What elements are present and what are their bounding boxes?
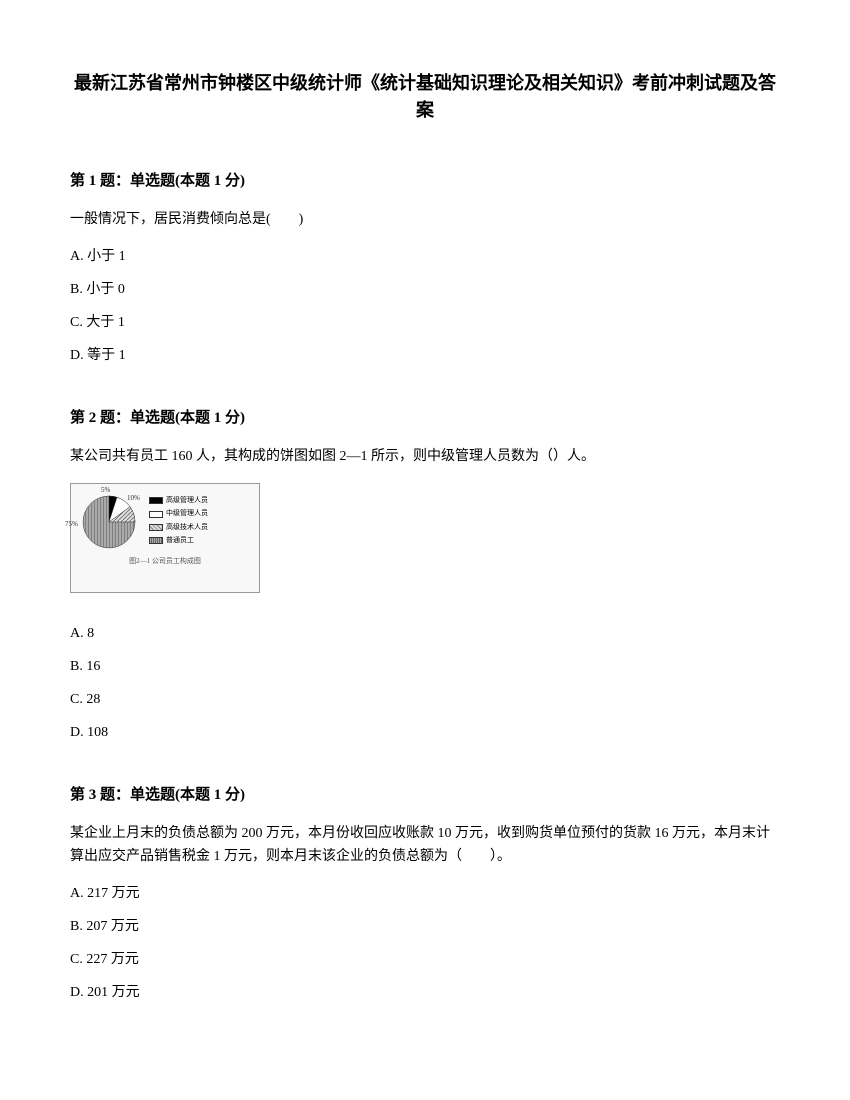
question-1: 第 1 题：单选题(本题 1 分) 一般情况下，居民消费倾向总是( ) A. 小… (70, 169, 780, 366)
question-2-option-b: B. 16 (70, 656, 780, 677)
legend-swatch-1 (149, 497, 163, 504)
legend-item-3: 高级技术人员 (149, 522, 208, 533)
question-2-option-d: D. 108 (70, 722, 780, 743)
question-3-option-b: B. 207 万元 (70, 916, 780, 937)
question-3: 第 3 题：单选题(本题 1 分) 某企业上月末的负债总额为 200 万元，本月… (70, 783, 780, 1004)
question-1-option-b: B. 小于 0 (70, 279, 780, 300)
pie-chart: 75% 5% 10% (79, 492, 139, 552)
question-3-option-c: C. 227 万元 (70, 949, 780, 970)
question-1-header: 第 1 题：单选题(本题 1 分) (70, 169, 780, 190)
legend-label-2: 中级管理人员 (166, 508, 208, 519)
question-1-text: 一般情况下，居民消费倾向总是( ) (70, 208, 780, 232)
legend-item-1: 高级管理人员 (149, 495, 208, 506)
question-3-text: 某企业上月末的负债总额为 200 万元，本月份收回应收账款 10 万元，收到购货… (70, 822, 780, 870)
question-1-option-a: A. 小于 1 (70, 246, 780, 267)
document-title: 最新江苏省常州市钟楼区中级统计师《统计基础知识理论及相关知识》考前冲刺试题及答案 (70, 70, 780, 124)
legend-swatch-3 (149, 524, 163, 531)
question-1-option-c: C. 大于 1 (70, 312, 780, 333)
question-3-option-d: D. 201 万元 (70, 982, 780, 1003)
question-3-header: 第 3 题：单选题(本题 1 分) (70, 783, 780, 804)
question-2-option-a: A. 8 (70, 623, 780, 644)
question-2-header: 第 2 题：单选题(本题 1 分) (70, 406, 780, 427)
legend-item-4: 普通员工 (149, 535, 208, 546)
legend-label-1: 高级管理人员 (166, 495, 208, 506)
pie-chart-figure: 75% 5% 10% 高级管理人员 中级管理人员 高级技术人员 (70, 483, 260, 593)
question-3-option-a: A. 217 万元 (70, 883, 780, 904)
legend-swatch-4 (149, 537, 163, 544)
legend-label-4: 普通员工 (166, 535, 194, 546)
question-2-text: 某公司共有员工 160 人，其构成的饼图如图 2—1 所示，则中级管理人员数为（… (70, 445, 780, 469)
question-2: 第 2 题：单选题(本题 1 分) 某公司共有员工 160 人，其构成的饼图如图… (70, 406, 780, 743)
question-2-option-c: C. 28 (70, 689, 780, 710)
pie-label-10: 10% (127, 494, 140, 502)
chart-caption: 图2—1 公司员工构成图 (79, 556, 251, 566)
chart-legend: 高级管理人员 中级管理人员 高级技术人员 普通员工 (149, 495, 208, 548)
question-1-option-d: D. 等于 1 (70, 345, 780, 366)
pie-label-5: 5% (101, 486, 110, 494)
legend-item-2: 中级管理人员 (149, 508, 208, 519)
legend-swatch-2 (149, 511, 163, 518)
pie-label-75: 75% (65, 520, 78, 528)
legend-label-3: 高级技术人员 (166, 522, 208, 533)
